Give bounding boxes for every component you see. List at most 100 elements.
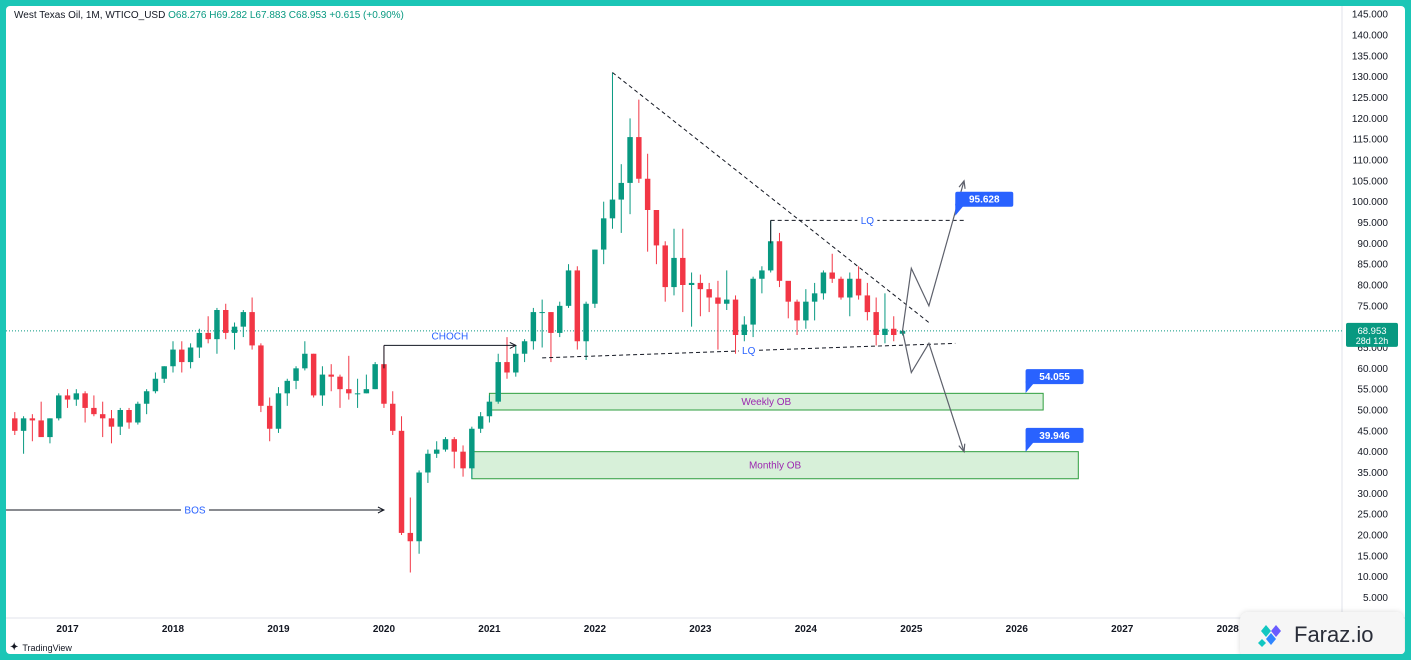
candle — [609, 72, 616, 229]
monthly-ob-zone-label: Monthly OB — [749, 461, 802, 472]
target-95-callout: 95.628 — [955, 191, 1014, 216]
choch-label: CHOCH — [432, 331, 469, 342]
y-tick-label: 30.000 — [1357, 489, 1388, 500]
faraz-watermark: Faraz.io — [1240, 612, 1404, 654]
y-tick-label: 55.000 — [1357, 385, 1388, 396]
y-tick-label: 80.000 — [1357, 281, 1388, 292]
candle — [873, 297, 879, 346]
candle-body — [873, 312, 879, 335]
candle-body — [715, 297, 721, 304]
candle-body — [425, 453, 431, 473]
candle-body — [47, 418, 53, 438]
candle — [442, 437, 449, 452]
candle — [574, 266, 581, 350]
candle — [539, 299, 545, 348]
descending-trendline — [612, 72, 930, 323]
candle — [855, 266, 862, 300]
candle-body — [504, 362, 510, 373]
candle — [600, 201, 607, 265]
candle — [847, 272, 853, 317]
candle-body — [433, 449, 440, 454]
candle-body — [486, 401, 493, 417]
candle — [64, 389, 71, 408]
projection-down-path — [901, 330, 965, 452]
candle-body — [759, 270, 765, 279]
projection-up-path — [901, 180, 965, 331]
y-tick-label: 130.000 — [1352, 72, 1389, 83]
candle — [91, 395, 97, 417]
candle — [135, 401, 141, 425]
price-chart[interactable]: 5.000 10.000 15.000 20.000 25.000 30.000 35.00… — [6, 6, 1405, 654]
candle — [126, 407, 132, 429]
candle-body — [152, 378, 159, 392]
candle-body — [644, 178, 651, 210]
candle — [495, 353, 501, 404]
candle-body — [592, 249, 598, 304]
candle — [504, 337, 510, 379]
monthly-ob-zone: Monthly OB — [471, 451, 1079, 480]
candle — [99, 401, 106, 438]
candle — [223, 303, 229, 340]
candle — [530, 307, 537, 350]
candle — [108, 410, 115, 444]
candle-body — [521, 341, 528, 354]
candle — [258, 343, 264, 413]
tradingview-brand[interactable]: ✦ TradingView — [10, 642, 72, 653]
candle-body — [372, 364, 378, 390]
candle — [346, 355, 352, 400]
candle — [811, 282, 818, 321]
projection-up-path-arrowhead — [958, 179, 966, 189]
candle-body — [794, 301, 800, 321]
choch-arrowhead — [509, 341, 517, 349]
candle — [750, 276, 756, 338]
candle — [82, 391, 88, 423]
candle — [724, 270, 730, 310]
lq-top-label: LQ — [861, 216, 875, 227]
candle — [143, 389, 150, 415]
target-39-callout-label: 39.946 — [1039, 431, 1070, 442]
target-54-callout-label: 54.055 — [1039, 372, 1070, 383]
current-price-value: 68.953 — [1357, 326, 1386, 337]
candle — [354, 378, 361, 408]
candle-body — [354, 393, 361, 395]
candle-body — [293, 368, 299, 381]
candle — [29, 414, 36, 442]
candle — [838, 276, 844, 300]
candle-body — [442, 439, 449, 450]
candle-body — [750, 278, 756, 325]
candle-body — [697, 282, 704, 290]
y-tick-label: 20.000 — [1357, 531, 1388, 542]
y-tick-label: 115.000 — [1353, 135, 1389, 146]
candle — [266, 397, 273, 442]
x-tick-label: 2024 — [795, 624, 818, 635]
candle — [275, 387, 282, 433]
candle-body — [56, 395, 62, 419]
candle — [627, 118, 633, 215]
candle — [293, 366, 299, 390]
candle — [583, 301, 589, 360]
y-tick-label: 25.000 — [1357, 510, 1388, 521]
candle — [319, 366, 326, 406]
x-tick-label: 2019 — [267, 624, 290, 635]
candle — [891, 316, 897, 342]
candle-body — [803, 301, 809, 321]
candle-body — [179, 349, 185, 363]
candle-body — [653, 210, 660, 246]
candle-body — [73, 393, 80, 400]
candle — [785, 280, 791, 319]
bos-label: BOS — [184, 506, 205, 517]
candle — [196, 328, 203, 358]
candle — [653, 210, 660, 265]
candle — [662, 241, 668, 302]
y-tick-label: 45.000 — [1357, 426, 1388, 437]
candle-body — [346, 389, 352, 394]
candle-body — [381, 364, 387, 404]
candle-body — [363, 389, 370, 394]
candle — [161, 366, 167, 383]
candle — [337, 374, 343, 408]
candle — [592, 249, 598, 308]
candle — [460, 445, 466, 477]
candle-body — [328, 374, 334, 377]
y-tick-label: 35.000 — [1357, 468, 1388, 479]
candle — [398, 416, 405, 535]
